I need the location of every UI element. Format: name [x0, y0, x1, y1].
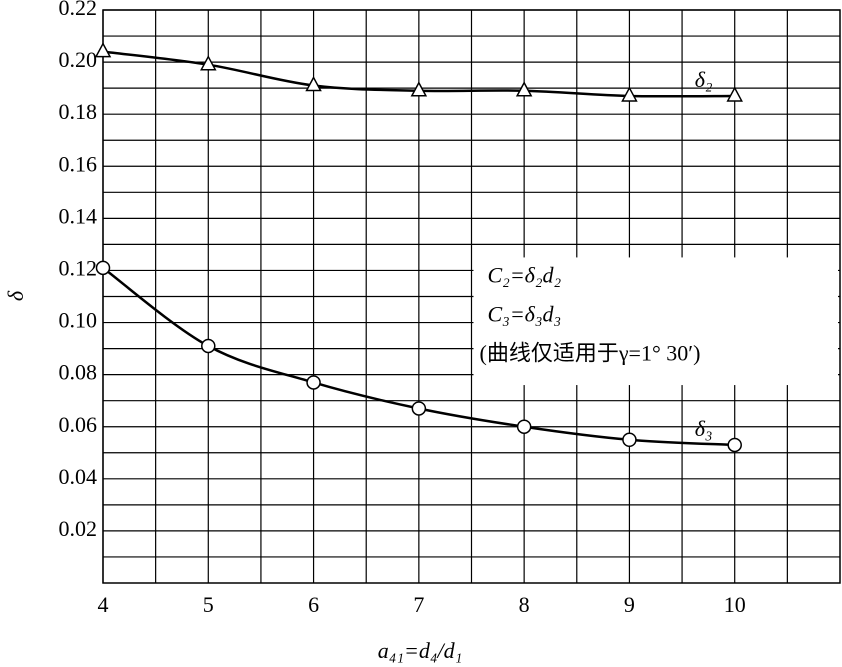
marker [622, 432, 637, 447]
y-tick-label: 0.12 [59, 256, 98, 281]
x-tick-label: 7 [413, 592, 424, 617]
marker [200, 55, 217, 71]
y-tick-label: 0.22 [59, 0, 98, 20]
x-tick-label: 9 [624, 592, 635, 617]
x-tick-label: 8 [519, 592, 530, 617]
plot-border [102, 9, 841, 584]
x-tick-label: 5 [203, 592, 214, 617]
marker [305, 75, 322, 92]
marker [411, 401, 427, 416]
marker [516, 419, 532, 434]
marker [410, 81, 428, 97]
y-tick-label: 0.02 [59, 516, 98, 541]
marker [306, 375, 321, 390]
annotation: (曲线仅适用于γ=1° 30′) [480, 340, 701, 365]
y-tick-label: 0.08 [59, 360, 98, 385]
x-tick-label: 4 [98, 592, 109, 617]
x-tick-label: 6 [308, 592, 319, 617]
y-tick-label: 0.10 [59, 308, 98, 333]
y-tick-label: 0.06 [59, 412, 98, 437]
marker [727, 437, 742, 453]
marker [201, 338, 216, 354]
y-tick-label: 0.16 [59, 151, 98, 176]
y-axis-label: δ [3, 290, 28, 301]
marker [726, 86, 743, 102]
series-label: δ₃ [695, 416, 713, 441]
y-tick-label: 0.20 [59, 47, 98, 72]
marker [621, 86, 638, 102]
marker [95, 260, 111, 276]
y-tick-label: 0.04 [59, 464, 98, 489]
marker [94, 42, 112, 58]
x-axis-label: a₄₁=d₄/d₁ [378, 638, 463, 663]
y-tick-label: 0.18 [59, 99, 98, 124]
annotation: C₂=δ₂d₂ [488, 262, 562, 287]
annotation-box [473, 257, 838, 386]
x-tick-label: 10 [724, 592, 746, 617]
series-label: δ₂ [695, 67, 713, 92]
marker [515, 81, 533, 97]
y-tick-label: 0.14 [59, 203, 98, 228]
annotation: C₃=δ₃d₃ [488, 301, 562, 326]
